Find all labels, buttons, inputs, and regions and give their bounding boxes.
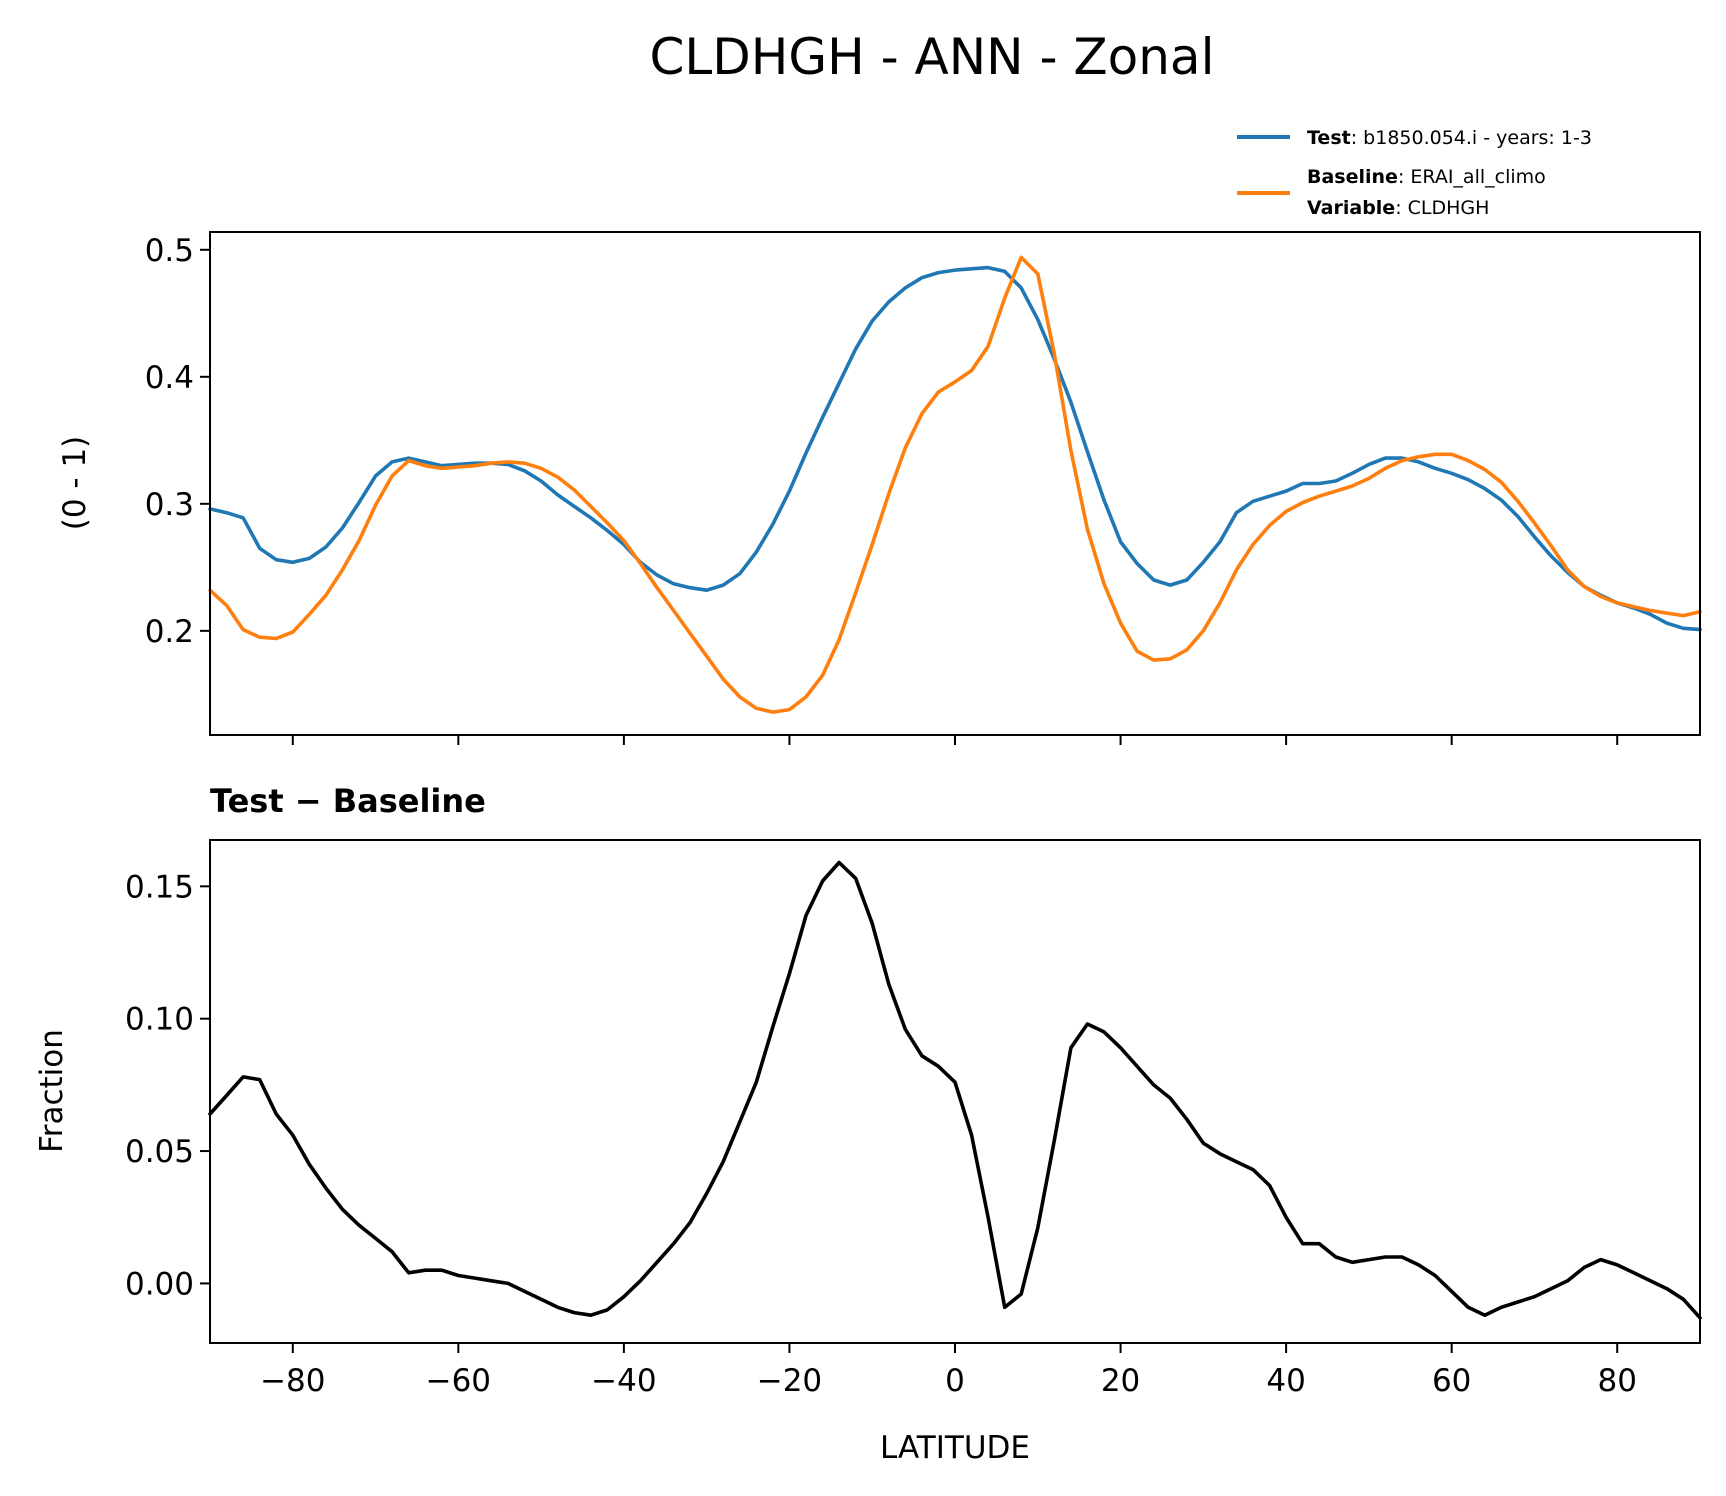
legend-text-variable: CLDHGH <box>1408 197 1490 219</box>
y-tick-label: 0.10 <box>125 1002 194 1038</box>
y-tick-label: 0.15 <box>125 869 194 905</box>
top-y-axis-label: (0 - 1) <box>57 436 93 531</box>
series-line-test-baseline <box>208 860 1702 1320</box>
series-line-baseline <box>208 255 1702 714</box>
legend-key-variable: Variable <box>1307 197 1395 219</box>
top-panel: 0.2 0.3 0.4 0.5 (0 - 1) <box>57 231 1702 745</box>
x-tick-label: 20 <box>1101 1363 1140 1399</box>
x-axis-label: LATITUDE <box>880 1430 1030 1466</box>
bottom-panel: Test − Baseline 0.000.050.100.15 −80 −60−… <box>34 782 1702 1399</box>
top-x-ticks <box>291 735 1619 745</box>
legend-key-baseline: Baseline <box>1307 166 1398 188</box>
legend-key-test: Test <box>1307 127 1351 149</box>
top-series-lines <box>208 255 1702 714</box>
x-tick-label: 80 <box>1597 1363 1636 1399</box>
legend-sep-variable: : <box>1395 197 1407 219</box>
legend: Test: b1850.054.i - years: 1-3 Baseline:… <box>1237 127 1592 219</box>
x-tick-label: 40 <box>1266 1363 1305 1399</box>
legend-text-test: b1850.054.i - years: 1-3 <box>1363 127 1592 149</box>
bottom-series-lines <box>208 860 1702 1320</box>
x-tick-label: −60 <box>426 1363 491 1399</box>
bottom-panel-title: Test − Baseline <box>210 782 486 820</box>
legend-entry-variable: Variable: CLDHGH <box>1307 197 1489 219</box>
bottom-y-axis-label: Fraction <box>34 1029 70 1153</box>
y-tick-label: 0.5 <box>145 233 194 269</box>
legend-sep-test: : <box>1351 127 1363 149</box>
legend-text-baseline: ERAI_all_climo <box>1410 166 1545 188</box>
top-y-ticks: 0.2 0.3 0.4 0.5 <box>145 233 210 650</box>
figure-title: CLDHGH - ANN - Zonal <box>650 28 1215 86</box>
x-tick-label: −80 <box>260 1363 325 1399</box>
legend-entry-test: Test: b1850.054.i - years: 1-3 <box>1307 127 1592 149</box>
x-tick-label: −20 <box>757 1363 822 1399</box>
legend-sep-baseline: : <box>1398 166 1410 188</box>
y-tick-label: 0.05 <box>125 1134 194 1170</box>
y-tick-label: 0.3 <box>145 487 194 523</box>
x-tick-label: −40 <box>591 1363 656 1399</box>
y-tick-label: 0.00 <box>125 1266 194 1302</box>
bottom-y-ticks: 0.00 0.05 0.10 0.15 <box>125 869 210 1302</box>
legend-entry-baseline: Baseline: ERAI_all_climo <box>1307 166 1546 188</box>
bottom-axes-frame <box>209 839 1701 1344</box>
y-tick-label: 0.4 <box>145 360 194 396</box>
y-tick-label: 0.2 <box>145 614 194 650</box>
bottom-x-ticks: −80 −60 −40 −20 0 20 40 60 80 <box>260 1343 1637 1399</box>
series-line-test <box>208 265 1702 632</box>
x-tick-label: 0 <box>945 1363 965 1399</box>
x-tick-label: 60 <box>1432 1363 1471 1399</box>
